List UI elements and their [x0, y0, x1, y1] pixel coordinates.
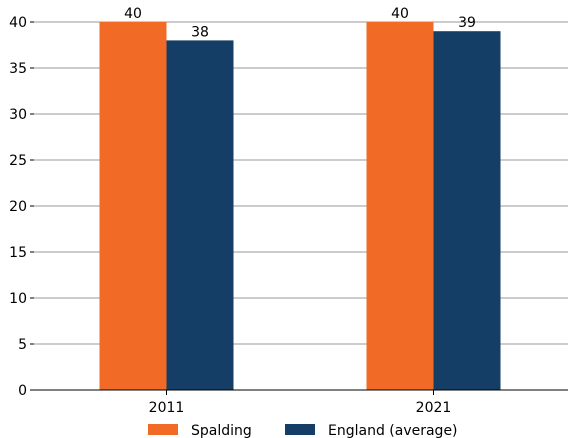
y-tick-label: 10 [9, 291, 27, 307]
legend-label: England (average) [328, 423, 458, 438]
y-tick-label: 25 [9, 153, 27, 169]
bar [99, 22, 167, 390]
bar [166, 40, 234, 391]
data-label: 40 [124, 6, 142, 22]
legend-label: Spalding [191, 423, 252, 438]
x-axis: 2011 2021 [34, 389, 568, 416]
legend: Spalding England (average) [148, 423, 458, 438]
bar [366, 22, 434, 390]
x-tick-label: 2011 [149, 400, 185, 416]
y-tick-label: 30 [9, 107, 27, 123]
y-tick-label: 20 [9, 199, 27, 215]
bar [433, 31, 501, 390]
y-tick-label: 40 [9, 15, 27, 31]
data-label: 40 [391, 6, 409, 22]
y-tick-label: 5 [18, 337, 27, 353]
data-label: 38 [191, 24, 209, 40]
bars [99, 22, 501, 391]
y-tick-label: 0 [18, 383, 27, 399]
x-tick-label: 2021 [416, 400, 452, 416]
legend-swatch [285, 424, 315, 435]
data-labels: 40 38 40 39 [124, 6, 476, 40]
data-label: 39 [458, 15, 476, 31]
y-tick-label: 35 [9, 61, 27, 77]
legend-swatch [148, 424, 178, 435]
y-tick-label: 15 [9, 245, 27, 261]
y-axis: 0 5 10 15 20 25 30 35 40 [9, 15, 34, 399]
